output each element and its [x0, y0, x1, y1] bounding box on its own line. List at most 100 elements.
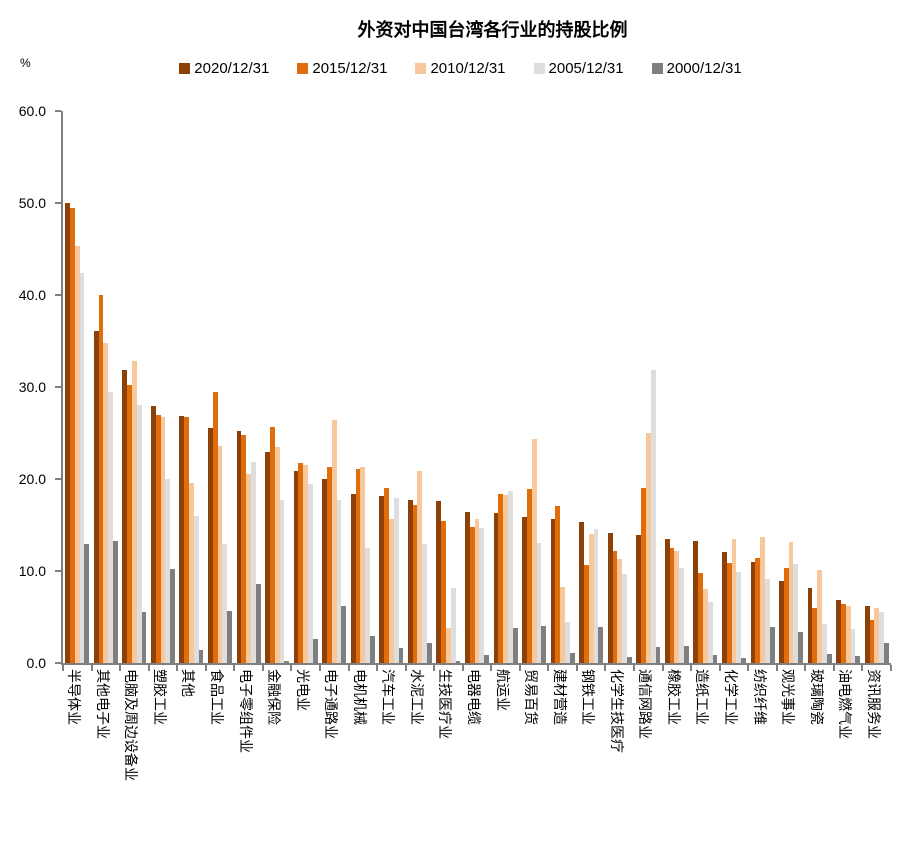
bar-2020-12-31-贸易百货 [522, 516, 527, 663]
x-axis-tick [318, 665, 321, 671]
bar-2015-12-31-贸易百货 [526, 489, 532, 663]
y-axis-line [61, 111, 63, 665]
bar-2020-12-31-半导体业 [65, 203, 71, 663]
bar-2010-12-31-钢铁工业 [588, 534, 594, 663]
bar-2020-12-31-航运业 [493, 513, 499, 663]
x-axis-category-text: 汽车工业 [380, 669, 397, 725]
legend-label: 2005/12/31 [548, 60, 624, 77]
bar-2015-12-31-其他 [184, 417, 190, 663]
bar-2010-12-31-电器电缆 [474, 518, 480, 663]
bar-2010-12-31-其他 [189, 482, 194, 663]
bar-2010-12-31-玻璃陶瓷 [817, 570, 823, 663]
x-axis-category-text: 塑胶工业 [151, 669, 168, 725]
bar-2020-12-31-生技医疗业 [436, 501, 442, 663]
bar-2005-12-31-光电业 [308, 483, 313, 663]
x-axis-category-text: 钢铁工业 [580, 669, 597, 725]
x-axis-tick [604, 665, 607, 671]
bar-2015-12-31-玻璃陶瓷 [812, 607, 818, 663]
bar-2010-12-31-贸易百货 [531, 439, 537, 663]
bar-2020-12-31-电机机械 [350, 493, 356, 663]
x-axis-tick [518, 665, 521, 671]
bar-2005-12-31-油电燃气业 [850, 628, 856, 663]
plot-area: 0.0 10.0 20.0 30.0 40.0 50.0 60.0 半导体业 其他电子业 电脑及周… [19, 103, 892, 781]
bar-2005-12-31-建材营造 [565, 621, 570, 663]
bar-2015-12-31-橡胶工业 [669, 548, 675, 663]
bar-2015-12-31-化学生技医疗 [612, 550, 618, 663]
y-axis-tick [55, 662, 61, 664]
bar-2000-12-31-化学工业 [741, 658, 746, 663]
bar-2015-12-31-水泥工业 [412, 504, 418, 663]
y-axis-tick-label: 40.0 [18, 287, 46, 303]
bar-2020-12-31-金融保险 [265, 452, 270, 663]
bar-2015-12-31-食品工业 [212, 391, 218, 663]
bar-2015-12-31-电子通路业 [327, 467, 332, 663]
x-axis-category-text: 其他 [180, 669, 197, 697]
x-axis-category-text: 玻璃陶瓷 [808, 669, 825, 725]
bar-2020-12-31-建材营造 [550, 519, 556, 663]
legend-item-2015-12-31: 2015/12/31 [297, 60, 387, 77]
bar-2015-12-31-金融保险 [269, 426, 275, 663]
bar-2005-12-31-纺织纤维 [764, 579, 770, 663]
legend-swatch-icon [179, 63, 191, 74]
x-axis-category-text: 观光事业 [780, 669, 797, 725]
bar-2000-12-31-通信网路业 [655, 647, 661, 663]
bar-2020-12-31-其他电子业 [93, 330, 99, 663]
bar-2005-12-31-电机机械 [365, 548, 370, 663]
bar-2015-12-31-电脑及周边设备业 [127, 385, 132, 663]
x-axis-tick [747, 665, 750, 671]
x-axis-tick [404, 665, 407, 671]
bar-2010-12-31-资讯服务业 [874, 607, 880, 663]
legend: 2020/12/31 2015/12/31 2010/12/31 2005/12/31… [4, 60, 913, 77]
bar-2005-12-31-金融保险 [279, 500, 285, 663]
x-axis-tick [804, 665, 807, 671]
bar-2010-12-31-金融保险 [274, 446, 280, 663]
bar-2010-12-31-半导体业 [74, 246, 80, 663]
bar-2015-12-31-观光事业 [783, 568, 789, 663]
bar-2005-12-31-造纸工业 [707, 602, 713, 663]
y-axis-tick [55, 386, 61, 388]
legend-label: 2015/12/31 [312, 60, 388, 77]
bar-2000-12-31-化学生技医疗 [626, 656, 632, 663]
bar-2015-12-31-汽车工业 [384, 488, 389, 663]
bar-2020-12-31-电器电缆 [465, 512, 470, 663]
bar-2015-12-31-化学工业 [726, 562, 732, 663]
bar-2005-12-31-化学生技医疗 [622, 573, 627, 663]
y-axis-unit-label: % [20, 56, 31, 70]
x-axis-category-text: 电子零组件业 [237, 669, 254, 753]
bar-2015-12-31-电机机械 [355, 468, 361, 663]
x-axis-category-text: 通信网路业 [637, 669, 654, 739]
bar-2005-12-31-通信网路业 [650, 369, 656, 663]
x-axis-tick [633, 665, 636, 671]
bar-2005-12-31-半导体业 [79, 272, 85, 663]
bar-2015-12-31-其他电子业 [98, 295, 104, 663]
y-axis-tick [55, 294, 61, 296]
bar-2020-12-31-食品工业 [208, 428, 213, 663]
y-axis-tick-label: 50.0 [18, 195, 46, 211]
y-axis-tick-label: 30.0 [18, 379, 46, 395]
x-axis-tick [204, 665, 207, 671]
bar-2015-12-31-电子零组件业 [241, 434, 247, 663]
bar-2020-12-31-玻璃陶瓷 [807, 587, 813, 663]
bar-2015-12-31-航运业 [498, 493, 504, 663]
y-axis-tick [55, 478, 61, 480]
legend-swatch-icon [533, 63, 545, 74]
bar-2020-12-31-塑胶工业 [150, 406, 156, 663]
x-axis-tick [62, 665, 64, 671]
legend-swatch-icon [651, 63, 663, 74]
bar-2005-12-31-电子零组件业 [250, 462, 256, 663]
bar-2010-12-31-航运业 [503, 494, 508, 663]
x-axis-category-text: 电脑及周边设备业 [123, 669, 140, 781]
bar-2005-12-31-电器电缆 [479, 527, 485, 663]
x-axis-category-text: 光电业 [294, 669, 311, 711]
y-axis-tick-label: 60.0 [18, 103, 46, 119]
x-axis-category-text: 食品工业 [209, 669, 226, 725]
bar-2005-12-31-水泥工业 [422, 544, 428, 663]
bar-2010-12-31-其他电子业 [103, 342, 109, 663]
bar-2015-12-31-油电燃气业 [840, 604, 846, 663]
x-axis-category-text: 资讯服务业 [865, 669, 882, 739]
x-axis-category-text: 金融保险 [266, 669, 283, 725]
bar-2020-12-31-橡胶工业 [664, 538, 670, 663]
bar-2015-12-31-光电业 [298, 463, 304, 663]
x-axis-category-text: 贸易百货 [523, 669, 540, 725]
x-axis-category-text: 航运业 [494, 669, 511, 711]
